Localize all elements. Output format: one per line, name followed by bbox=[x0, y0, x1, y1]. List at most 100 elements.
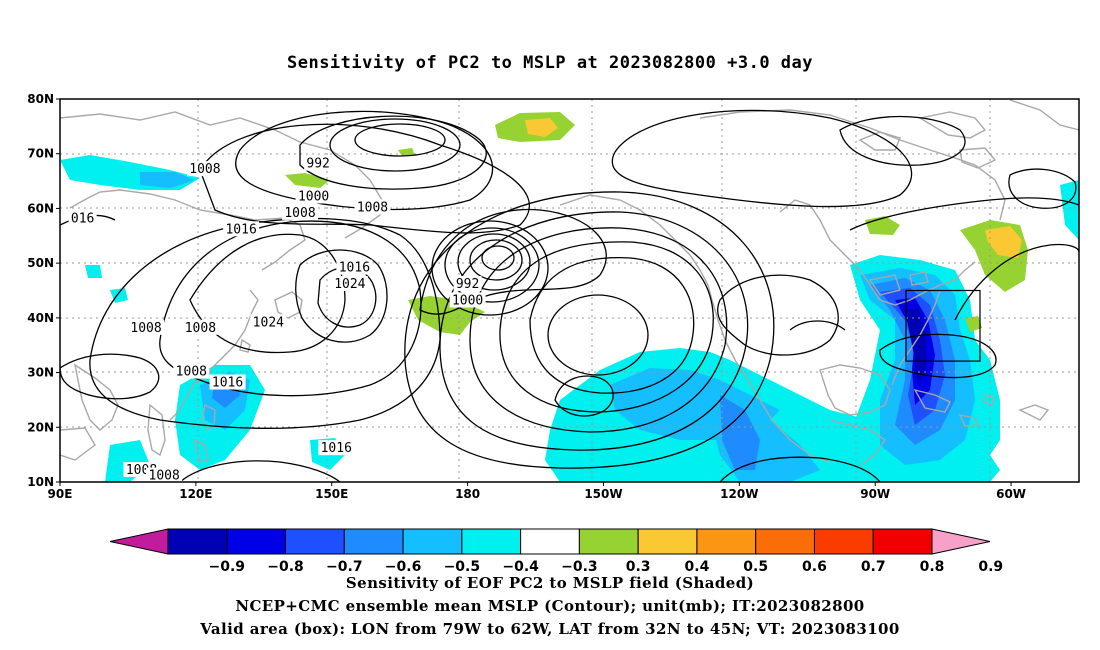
colorbar-box bbox=[402, 528, 463, 555]
contour-label-bg bbox=[128, 319, 165, 335]
contour-label: 992 bbox=[306, 157, 329, 172]
contour-label: 1008 bbox=[17, 332, 48, 347]
map-area: 1008 992100010081016016992100010241008101… bbox=[0, 99, 1079, 484]
lat-tick-label: 60N bbox=[27, 201, 54, 215]
colorbar-box bbox=[461, 528, 522, 555]
colorbar-label: 0.7 bbox=[861, 559, 886, 575]
colorbar-label: −0.3 bbox=[561, 559, 598, 575]
contour-label: 992 bbox=[456, 277, 479, 292]
colorbar-box bbox=[696, 528, 757, 555]
contour-label-bg bbox=[209, 374, 246, 390]
lon-tick-label: 60W bbox=[996, 487, 1026, 501]
colorbar-label: −0.5 bbox=[444, 559, 481, 575]
contour-label: 1008 bbox=[17, 162, 48, 177]
colorbar-min-extension bbox=[109, 528, 169, 555]
valid-area-box bbox=[905, 289, 981, 362]
lon-tick-label: 120W bbox=[720, 487, 758, 501]
contour-label: 1016 bbox=[225, 222, 256, 237]
colorbar-box bbox=[578, 528, 639, 555]
colorbar-label: −0.7 bbox=[326, 559, 363, 575]
contour-label-bg bbox=[336, 259, 373, 275]
colorbar-label: 0.8 bbox=[920, 559, 945, 575]
lat-tick-label: 20N bbox=[27, 420, 54, 434]
contour-label-bg bbox=[15, 331, 51, 346]
contour-label-bg bbox=[354, 199, 391, 215]
colorbar-box bbox=[343, 528, 404, 555]
colorbar-max-extension bbox=[931, 528, 991, 555]
colorbar-label: 0.9 bbox=[978, 559, 1003, 575]
lon-tick-label: 90W bbox=[860, 487, 890, 501]
contour-label-bg bbox=[0, 205, 19, 220]
lat-tick-label: 30N bbox=[27, 366, 54, 380]
mslp-contours bbox=[60, 109, 1079, 482]
contour-label-bg bbox=[449, 292, 486, 308]
contour-label: 1008 bbox=[357, 200, 388, 215]
contour-label: 1000 bbox=[452, 293, 483, 308]
contour-label-bg bbox=[68, 210, 97, 226]
colorbar-box bbox=[755, 528, 815, 555]
contour-label: 1008 bbox=[284, 206, 315, 221]
contour-label-bg bbox=[223, 221, 260, 237]
lon-tick-label: 150W bbox=[584, 487, 622, 501]
colorbar-label: 0.6 bbox=[802, 559, 827, 575]
contour-label: 016 bbox=[71, 211, 94, 226]
contour-label-bg bbox=[146, 467, 183, 482]
contour-label-bg bbox=[295, 188, 332, 204]
caption-line-2: NCEP+CMC ensemble mean MSLP (Contour); u… bbox=[235, 597, 864, 615]
colorbar-label: −0.4 bbox=[502, 559, 539, 575]
contour-label: 1016 bbox=[339, 261, 370, 276]
colorbar-label: 0.3 bbox=[626, 559, 651, 575]
contour-label-bg bbox=[282, 204, 319, 220]
lon-tick-label: 150E bbox=[315, 487, 348, 501]
contour-label-bg bbox=[250, 314, 287, 330]
contour-label: 1024 bbox=[253, 315, 284, 330]
lon-tick-label: 180 bbox=[455, 487, 480, 501]
contour-label: 1008 bbox=[185, 321, 216, 336]
colorbar: −0.9 −0.8 −0.7 −0.6 −0.5 −0.4 −0.3 0.3 0.4 0.5 0.6… bbox=[109, 528, 1003, 575]
colorbar-label: 0.4 bbox=[685, 559, 710, 575]
contour-label: 1008 bbox=[189, 162, 220, 177]
longitude-labels: 90E 120E 150E 180 150W 120W 90W 60W bbox=[48, 482, 1026, 501]
colorbar-box bbox=[872, 528, 933, 555]
caption-line-1: Sensitivity of EOF PC2 to MSLP field (Sh… bbox=[346, 574, 754, 592]
caption-line-3: Valid area (box): LON from 79W to 62W, L… bbox=[199, 620, 899, 638]
colorbar-label: −0.9 bbox=[209, 559, 246, 575]
contour-label-bg bbox=[15, 161, 51, 176]
lat-tick-label: 40N bbox=[27, 311, 54, 325]
colorbar-label: −0.8 bbox=[267, 559, 304, 575]
contour-label-bg bbox=[186, 161, 223, 177]
colorbar-box bbox=[637, 528, 698, 555]
lat-tick-label: 10N bbox=[27, 475, 54, 489]
contour-label: 1024 bbox=[334, 277, 365, 292]
contour-label-bg bbox=[318, 440, 355, 456]
colorbar-box bbox=[226, 528, 287, 555]
colorbar-box bbox=[813, 528, 874, 555]
contour-label-bg bbox=[453, 276, 482, 292]
colorbar-box bbox=[520, 528, 580, 555]
contour-label: 1008 bbox=[176, 365, 207, 380]
contour-label-bg bbox=[304, 155, 333, 171]
contour-label-bg bbox=[173, 363, 210, 379]
colorbar-label: −0.6 bbox=[385, 559, 422, 575]
map-frame bbox=[59, 98, 1080, 483]
contour-label: 1008 bbox=[0, 206, 17, 221]
contour-label: 1008 bbox=[149, 469, 180, 484]
colorbar-box bbox=[167, 528, 228, 555]
lat-tick-label: 80N bbox=[27, 92, 54, 106]
contour-label-bg bbox=[182, 319, 219, 335]
lat-tick-label: 50N bbox=[27, 256, 54, 270]
lat-tick-label: 70N bbox=[27, 147, 54, 161]
contour-label-bg bbox=[331, 276, 368, 292]
contour-label: 1016 bbox=[212, 376, 243, 391]
contour-labels: 1008 992100010081016016992100010241008101… bbox=[0, 155, 486, 484]
contour-label: 1008 bbox=[130, 321, 161, 336]
contour-label: 1016 bbox=[321, 441, 352, 456]
colorbar-box bbox=[285, 528, 345, 555]
colorbar-label: 0.5 bbox=[743, 559, 768, 575]
lon-tick-label: 90E bbox=[48, 487, 73, 501]
figure-title: Sensitivity of PC2 to MSLP at 2023082800… bbox=[287, 53, 813, 73]
contour-label: 1000 bbox=[298, 189, 329, 204]
latitude-labels: 80N 70N 60N 50N 40N 30N 20N 10N bbox=[27, 92, 60, 489]
lon-tick-label: 120E bbox=[179, 487, 212, 501]
